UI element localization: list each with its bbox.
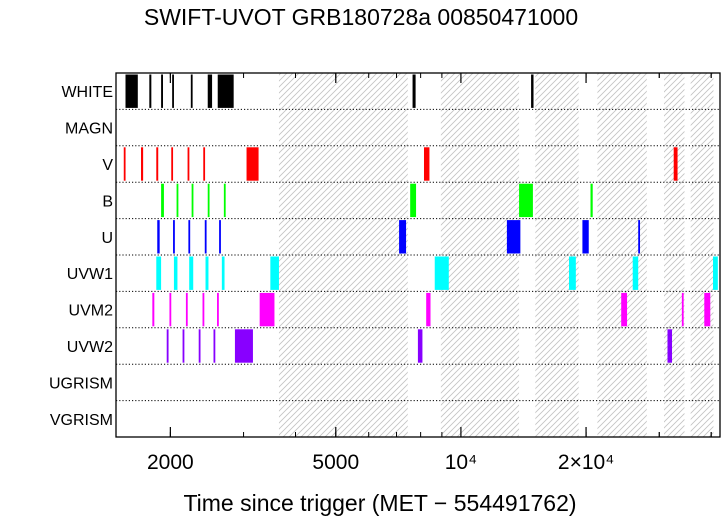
exposure-bar-white bbox=[190, 74, 193, 108]
row-label-v: V bbox=[102, 157, 113, 174]
chart-title: SWIFT-UVOT GRB180728a 00850471000 bbox=[143, 4, 579, 30]
exposure-bar-u bbox=[219, 220, 221, 254]
x-ticks: 2000 5000 10⁴ 2×10⁴ bbox=[147, 73, 712, 474]
exposure-bar-uvw1 bbox=[221, 256, 225, 290]
exposure-bar-uvw2 bbox=[182, 329, 185, 363]
exposure-bar-v bbox=[246, 147, 259, 181]
exposure-bar-u bbox=[188, 220, 191, 254]
x-axis-label: Time since trigger (MET − 554491762) bbox=[183, 490, 577, 516]
exposure-bar-b bbox=[223, 183, 226, 218]
exposure-bar-white bbox=[172, 74, 174, 108]
exposure-bar-uvw1 bbox=[712, 256, 718, 290]
exposure-bar-u bbox=[399, 220, 407, 254]
exposure-bar-uvm2 bbox=[152, 292, 155, 327]
exposure-bar-uvm2 bbox=[259, 292, 275, 327]
exposure-bar-uvw1 bbox=[156, 256, 162, 290]
exposure-bar-uvw2 bbox=[667, 329, 673, 363]
exposure-bar-uvw2 bbox=[417, 329, 423, 363]
exposure-bar-uvm2 bbox=[169, 292, 172, 327]
exposure-bar-uvm2 bbox=[681, 292, 684, 327]
exposure-bar-u bbox=[582, 220, 589, 254]
exposure-bar-v bbox=[123, 147, 126, 181]
exposure-bar-u bbox=[506, 220, 521, 254]
exposure-bar-b bbox=[161, 183, 164, 218]
x-tick-label: 10⁴ bbox=[445, 451, 477, 474]
row-label-white: WHITE bbox=[61, 84, 113, 101]
exposure-bar-b bbox=[191, 183, 194, 218]
exposure-bar-white bbox=[217, 74, 234, 108]
exposure-bar-uvm2 bbox=[621, 292, 628, 327]
exposure-bar-u bbox=[173, 220, 175, 254]
plot-frame bbox=[115, 72, 721, 438]
exposure-bars bbox=[123, 74, 718, 363]
exposure-bar-white bbox=[531, 74, 534, 108]
exposure-bar-uvw1 bbox=[569, 256, 576, 290]
exposure-bar-u bbox=[157, 220, 160, 254]
exposure-bar-uvm2 bbox=[217, 292, 219, 327]
x-tick-label: 2×10⁴ bbox=[558, 451, 614, 474]
row-label-uvw1: UVW1 bbox=[67, 266, 113, 283]
row-label-u: U bbox=[101, 230, 113, 247]
exposure-bar-v bbox=[156, 147, 159, 181]
hatch-region bbox=[440, 73, 520, 437]
exposure-bar-uvw2 bbox=[198, 329, 201, 363]
exposure-bar-uvw2 bbox=[234, 329, 253, 363]
exposure-bar-white bbox=[207, 74, 213, 108]
exposure-bar-uvw2 bbox=[213, 329, 216, 363]
exposure-bar-uvw1 bbox=[270, 256, 279, 290]
exposure-bar-uvw1 bbox=[632, 256, 639, 290]
exposure-bar-white bbox=[412, 74, 416, 108]
exposure-bar-b bbox=[176, 183, 179, 218]
exposure-bar-u bbox=[638, 220, 641, 254]
row-label-b: B bbox=[102, 193, 113, 210]
exposure-bar-v bbox=[171, 147, 174, 181]
exposure-bar-v bbox=[187, 147, 190, 181]
exposure-bar-uvw1 bbox=[205, 256, 209, 290]
row-label-magn: MAGN bbox=[65, 121, 113, 138]
x-tick-label: 5000 bbox=[312, 451, 359, 474]
exposure-bar-v bbox=[203, 147, 206, 181]
exposure-bar-v bbox=[673, 147, 678, 181]
exposure-bar-v bbox=[141, 147, 144, 181]
exposure-bar-b bbox=[519, 183, 533, 218]
exposure-bar-v bbox=[423, 147, 430, 181]
exposure-bar-b bbox=[410, 183, 417, 218]
row-label-vgrism: VGRISM bbox=[50, 412, 113, 429]
row-label-uvw2: UVW2 bbox=[67, 339, 113, 356]
exposure-bar-white bbox=[149, 74, 152, 108]
exposure-bar-white bbox=[125, 74, 138, 108]
exposure-bar-b bbox=[207, 183, 210, 218]
exposure-bar-uvm2 bbox=[704, 292, 711, 327]
exposure-bar-uvw1 bbox=[434, 256, 449, 290]
exposure-bar-white bbox=[161, 74, 163, 108]
exposure-bar-u bbox=[204, 220, 207, 254]
exposure-bar-uvm2 bbox=[185, 292, 188, 327]
row-label-ugrism: UGRISM bbox=[49, 375, 113, 392]
row-separators bbox=[116, 108, 720, 402]
exposure-bar-b bbox=[590, 183, 593, 218]
row-label-uvm2: UVM2 bbox=[69, 303, 114, 320]
exposure-bar-uvw2 bbox=[166, 329, 169, 363]
exposure-bar-uvw1 bbox=[173, 256, 178, 290]
exposure-bar-uvw1 bbox=[189, 256, 194, 290]
row-labels: WHITE MAGN V B U UVW1 UVM2 UVW2 UGRISM VGRISM bbox=[49, 84, 113, 429]
exposure-bar-uvm2 bbox=[202, 292, 205, 327]
exposure-bar-uvm2 bbox=[426, 292, 431, 327]
x-tick-label: 2000 bbox=[147, 451, 194, 474]
